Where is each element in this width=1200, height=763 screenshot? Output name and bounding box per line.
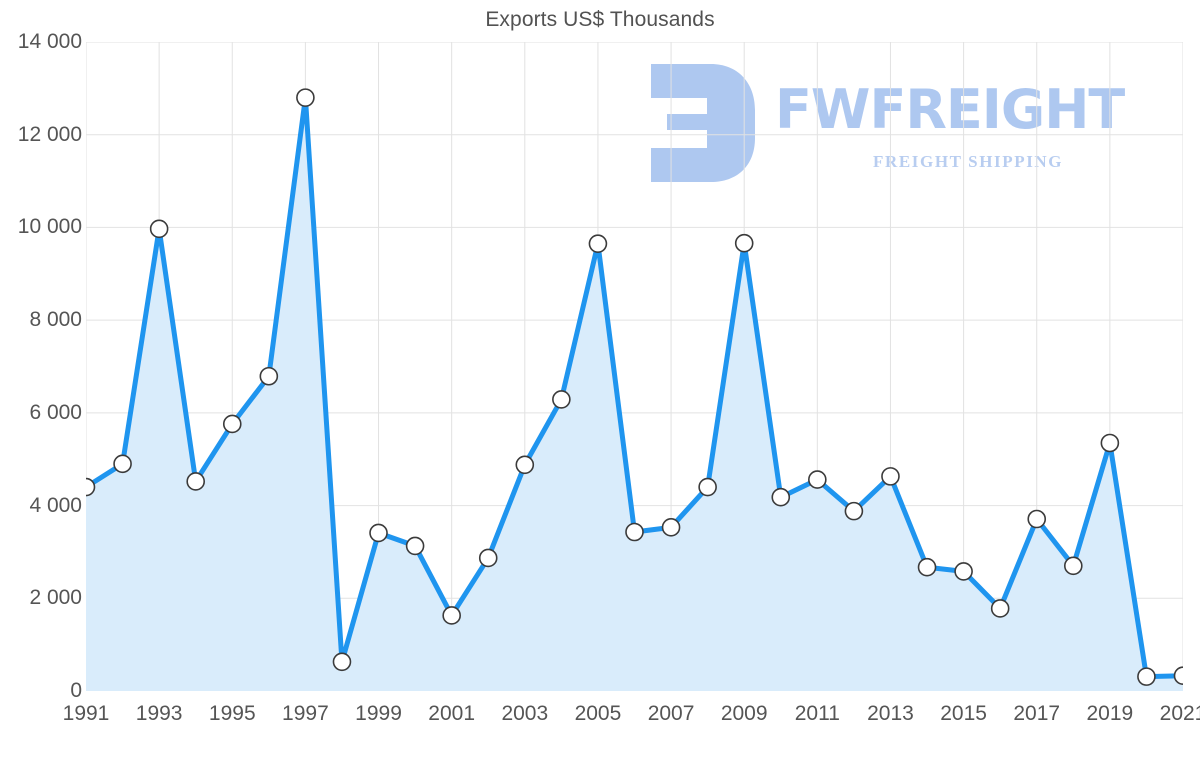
- x-axis-tick-label: 1999: [355, 702, 402, 725]
- data-point-marker[interactable]: [1173, 666, 1184, 685]
- data-point-marker[interactable]: [149, 219, 169, 239]
- x-axis-tick-label: 1995: [208, 702, 256, 725]
- y-axis-tick-label: 10 000: [17, 215, 82, 239]
- data-point-marker[interactable]: [808, 470, 827, 489]
- x-axis-tick-label: 2003: [501, 702, 549, 725]
- data-point-marker[interactable]: [259, 366, 279, 386]
- x-axis-tick-label: 2005: [574, 702, 622, 725]
- page-title: Exports US$ Thousands: [485, 8, 715, 31]
- data-markers: [86, 88, 1184, 686]
- y-axis-tick-label: 6 000: [29, 400, 82, 424]
- x-axis-tick-label: 2015: [940, 702, 987, 725]
- x-axis-tick-label: 1993: [135, 702, 183, 725]
- data-point-marker[interactable]: [1027, 509, 1047, 529]
- y-axis-tick-label: 12 000: [17, 122, 82, 146]
- data-point-marker[interactable]: [844, 501, 864, 521]
- data-point-marker[interactable]: [113, 454, 132, 474]
- x-axis-tick-label: 2021: [1159, 702, 1200, 725]
- y-axis-tick-label: 8 000: [29, 308, 82, 332]
- x-axis-tick-label: 2017: [1013, 702, 1061, 725]
- data-point-marker[interactable]: [296, 88, 315, 107]
- y-axis-tick-label: 0: [70, 679, 82, 702]
- area-fill: [86, 97, 1183, 691]
- data-point-marker[interactable]: [881, 467, 900, 486]
- data-point-marker[interactable]: [552, 390, 571, 409]
- x-axis-tick-label: 1991: [62, 702, 110, 725]
- data-point-marker[interactable]: [734, 233, 754, 253]
- data-point-marker[interactable]: [698, 477, 717, 497]
- x-axis-tick-label: 2001: [428, 702, 476, 725]
- data-point-marker[interactable]: [86, 477, 96, 497]
- data-point-marker[interactable]: [222, 414, 242, 434]
- x-axis-tick-label: 2011: [794, 702, 840, 725]
- data-point-marker[interactable]: [990, 599, 1010, 618]
- x-axis-tick-label: 2009: [720, 702, 768, 725]
- x-axis-tick-label: 2007: [647, 702, 695, 725]
- data-point-marker[interactable]: [1063, 556, 1083, 576]
- data-point-marker[interactable]: [588, 234, 608, 253]
- y-axis-tick-label: 14 000: [17, 30, 82, 53]
- data-point-marker[interactable]: [917, 557, 937, 577]
- data-point-marker[interactable]: [369, 523, 388, 543]
- data-point-marker[interactable]: [332, 652, 352, 672]
- y-axis-tick-label: 2 000: [29, 586, 82, 610]
- data-point-marker[interactable]: [771, 487, 791, 507]
- data-point-marker[interactable]: [661, 518, 681, 537]
- data-point-marker[interactable]: [954, 562, 973, 581]
- data-point-marker[interactable]: [1100, 433, 1120, 453]
- data-point-marker[interactable]: [405, 536, 425, 556]
- x-axis-tick-label: 2013: [867, 702, 914, 725]
- y-axis-tick-label: 4 000: [29, 493, 82, 517]
- x-axis-tick-label: 2019: [1086, 702, 1134, 725]
- data-point-marker[interactable]: [515, 455, 535, 475]
- x-axis-tick-label: 1997: [282, 702, 329, 725]
- data-point-marker[interactable]: [625, 522, 644, 542]
- data-point-marker[interactable]: [186, 472, 205, 491]
- plot-area: [86, 42, 1183, 691]
- data-point-marker[interactable]: [478, 548, 498, 568]
- data-point-marker[interactable]: [1137, 667, 1156, 686]
- data-point-marker[interactable]: [442, 606, 461, 625]
- grid-lines: [86, 42, 1183, 691]
